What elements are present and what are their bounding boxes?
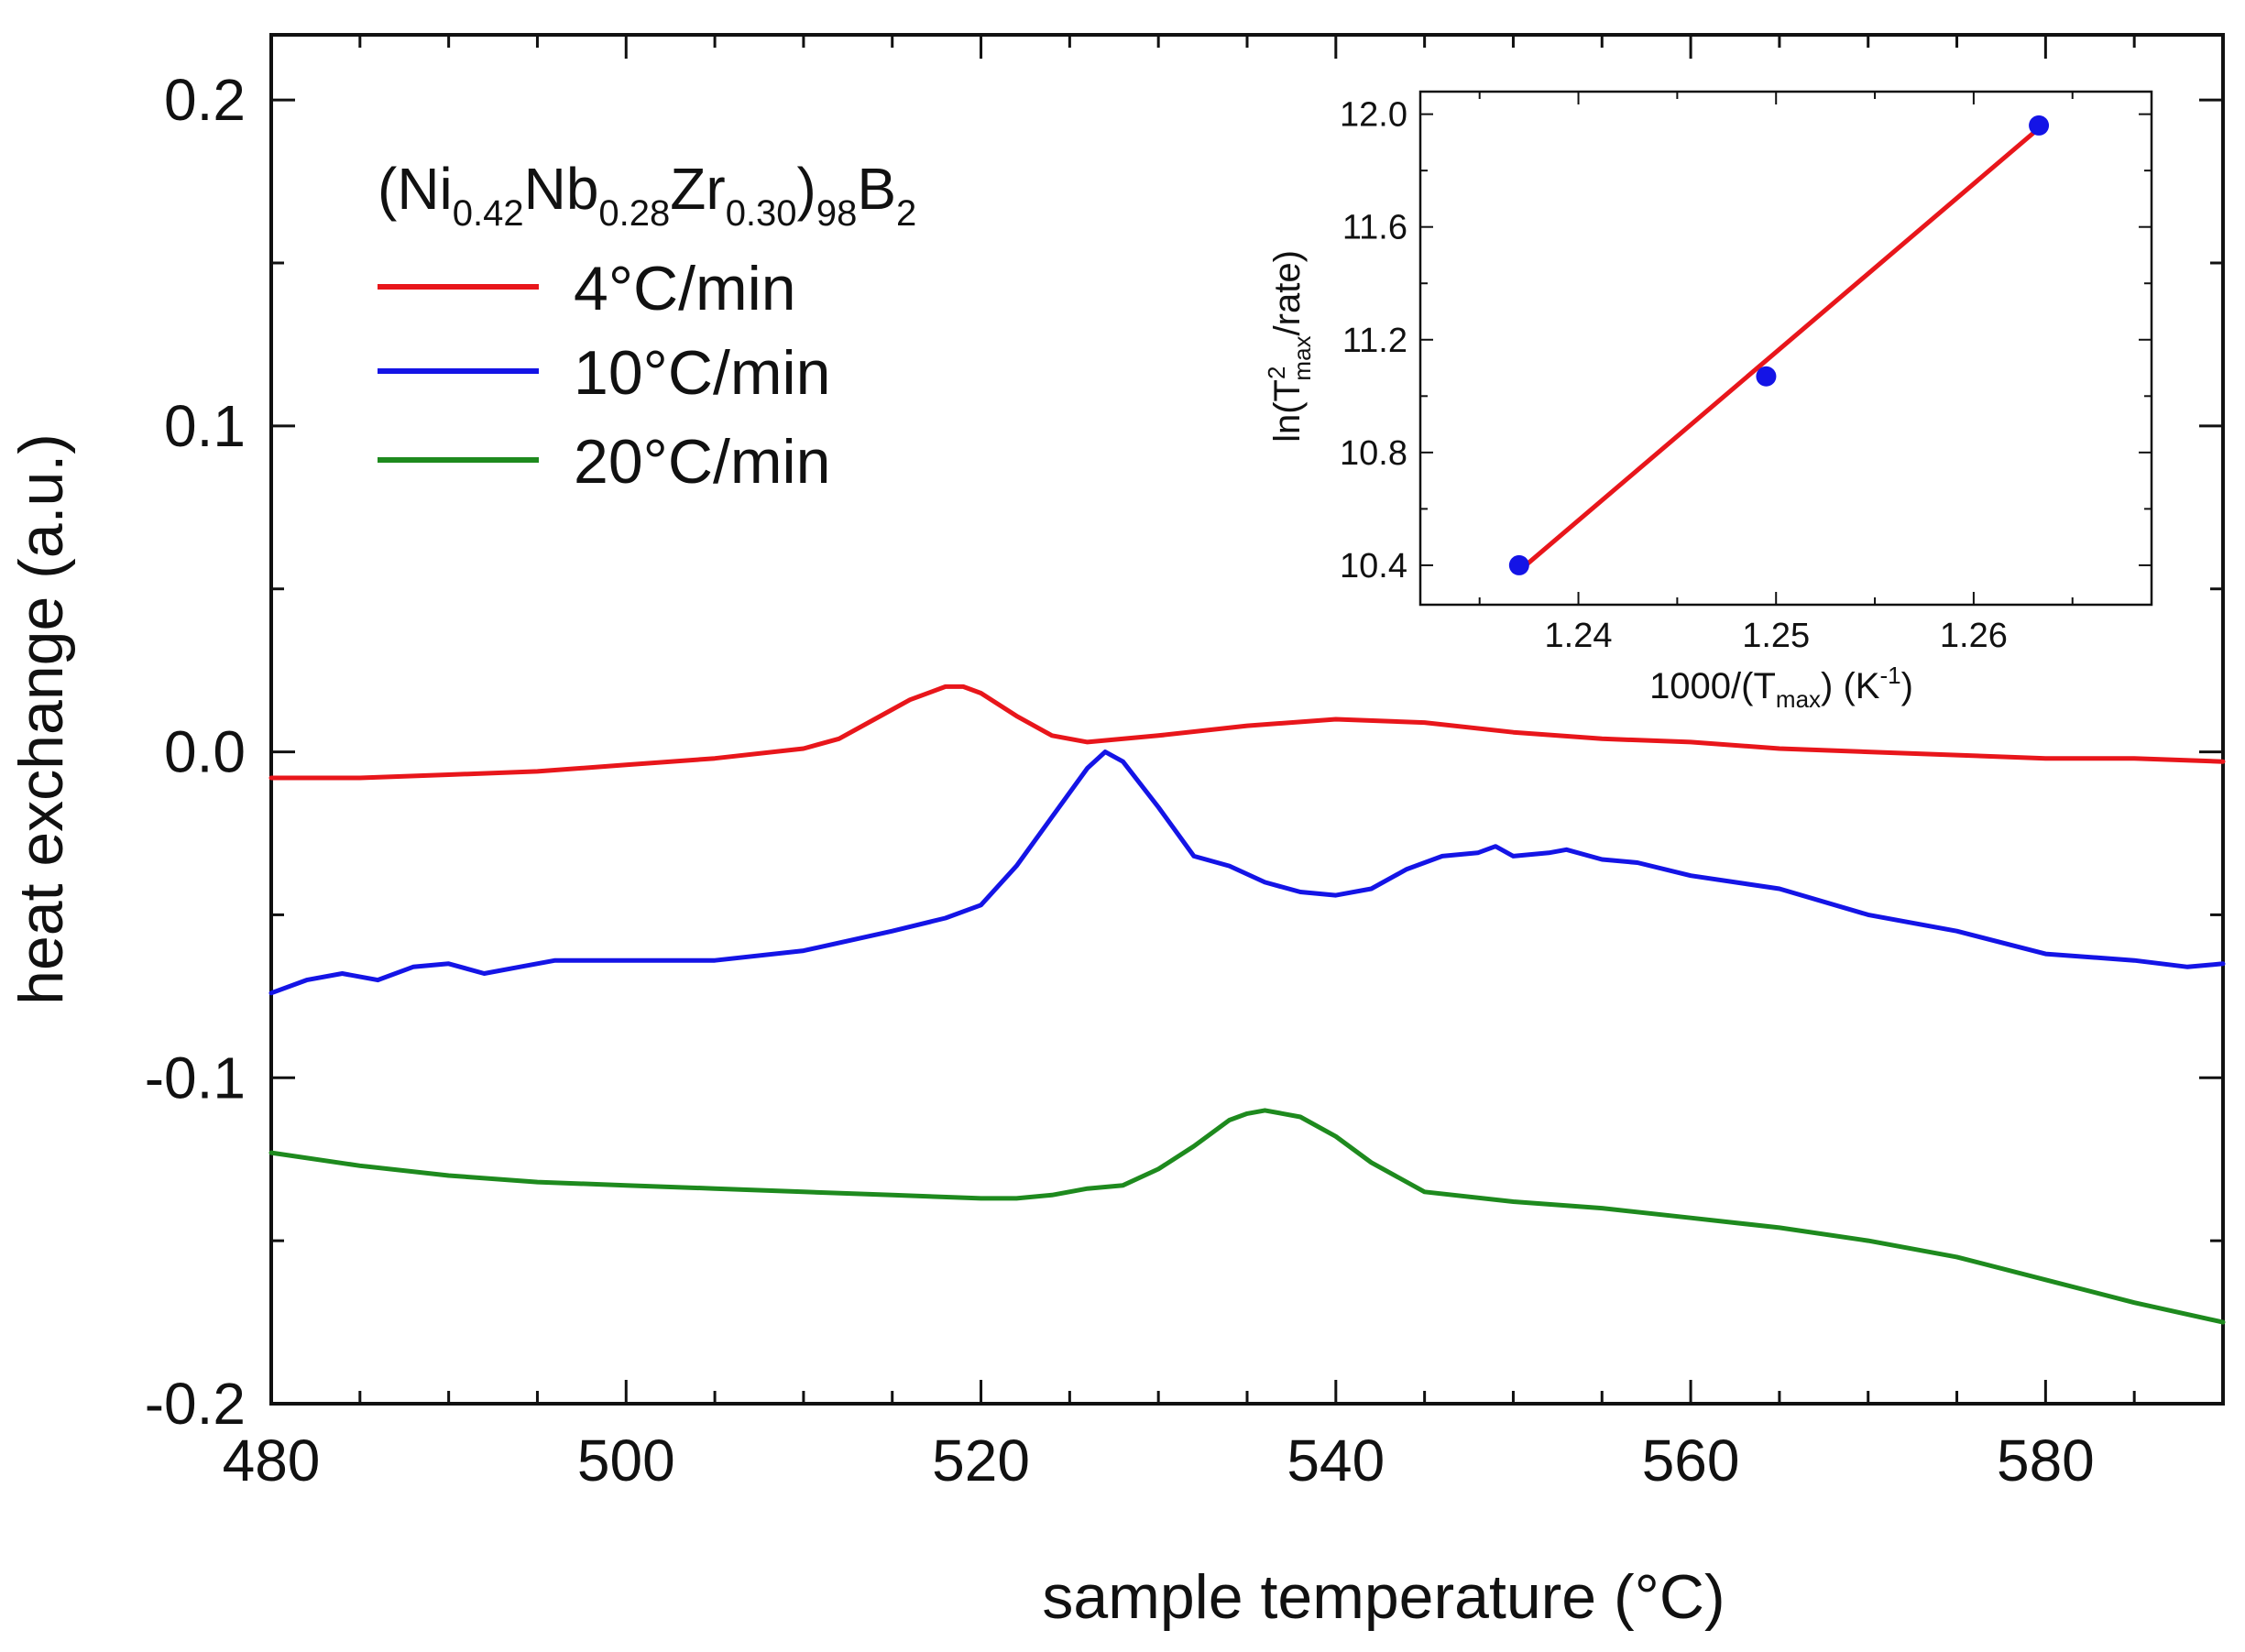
x-tick-label: 540 — [1287, 1428, 1385, 1493]
inset-x-tick-label: 1.24 — [1545, 617, 1613, 655]
inset-data-point — [1508, 554, 1529, 575]
inset-y-axis-label: ln(T2max/rate) — [1263, 250, 1316, 443]
inset-x-axis-label: 1000/(Tmax) (K-1) — [1649, 662, 1913, 713]
inset-x-tick-label: 1.26 — [1940, 617, 2008, 655]
legend: (Ni0.42Nb0.28Zr0.30)98B2 4°C/min 10°C/mi… — [378, 156, 916, 497]
inset-chart: 1.24 1.25 1.26 10.4 10.8 11.2 11.6 12.0 1000/(… — [1263, 90, 2153, 713]
inset-x-tick-label: 1.25 — [1742, 617, 1810, 655]
legend-title: (Ni0.42Nb0.28Zr0.30)98B2 — [378, 156, 916, 234]
series-line-20Cmin — [268, 1108, 2226, 1325]
y-tick-label: 0.1 — [164, 393, 246, 459]
inset-y-tick-label: 10.4 — [1340, 547, 1407, 585]
y-tick-label: -0.1 — [145, 1045, 246, 1110]
fit-line — [1517, 126, 2041, 573]
main-x-axis-label: sample temperature (°C) — [1042, 1562, 1725, 1632]
main-x-tick-labels: 480 500 520 540 560 580 — [223, 1428, 2095, 1493]
legend-label-4c: 4°C/min — [574, 254, 796, 323]
inset-y-tick-label: 10.8 — [1340, 434, 1407, 473]
inset-y-tick-label: 11.6 — [1342, 209, 1407, 247]
series-line-10Cmin — [268, 749, 2226, 996]
inset-data-points — [1508, 115, 2050, 575]
series-line-4Cmin — [268, 684, 2226, 781]
inset-data-point — [2029, 115, 2050, 136]
x-tick-label: 500 — [577, 1428, 675, 1493]
main-tick-marks — [269, 35, 2225, 1406]
legend-label-10c: 10°C/min — [574, 338, 830, 408]
inset-tick-marks — [1420, 92, 2152, 605]
main-series-lines — [268, 684, 2226, 1325]
main-chart: 480 500 520 540 560 580 -0.2 -0.1 0.0 0.1 0.2 sam… — [6, 33, 2226, 1632]
legend-label-20c: 20°C/min — [574, 427, 830, 497]
x-tick-label: 560 — [1642, 1428, 1740, 1493]
y-tick-label: -0.2 — [145, 1371, 246, 1437]
main-y-axis-label: heat exchange (a.u.) — [6, 433, 76, 1005]
x-tick-label: 520 — [932, 1428, 1030, 1493]
inset-x-tick-labels: 1.24 1.25 1.26 — [1545, 617, 2008, 655]
inset-plot-frame — [1418, 90, 2153, 607]
inset-data-point — [1756, 366, 1777, 387]
main-y-tick-labels: -0.2 -0.1 0.0 0.1 0.2 — [145, 67, 246, 1437]
inset-y-tick-labels: 10.4 10.8 11.2 11.6 12.0 — [1340, 96, 1407, 585]
y-tick-label: 0.2 — [164, 67, 246, 133]
inset-y-tick-label: 11.2 — [1342, 322, 1407, 360]
inset-y-tick-label: 12.0 — [1340, 96, 1407, 135]
y-tick-label: 0.0 — [164, 719, 246, 785]
inset-fit-line — [1517, 126, 2041, 573]
x-tick-label: 480 — [223, 1428, 321, 1493]
x-tick-label: 580 — [1997, 1428, 2095, 1493]
